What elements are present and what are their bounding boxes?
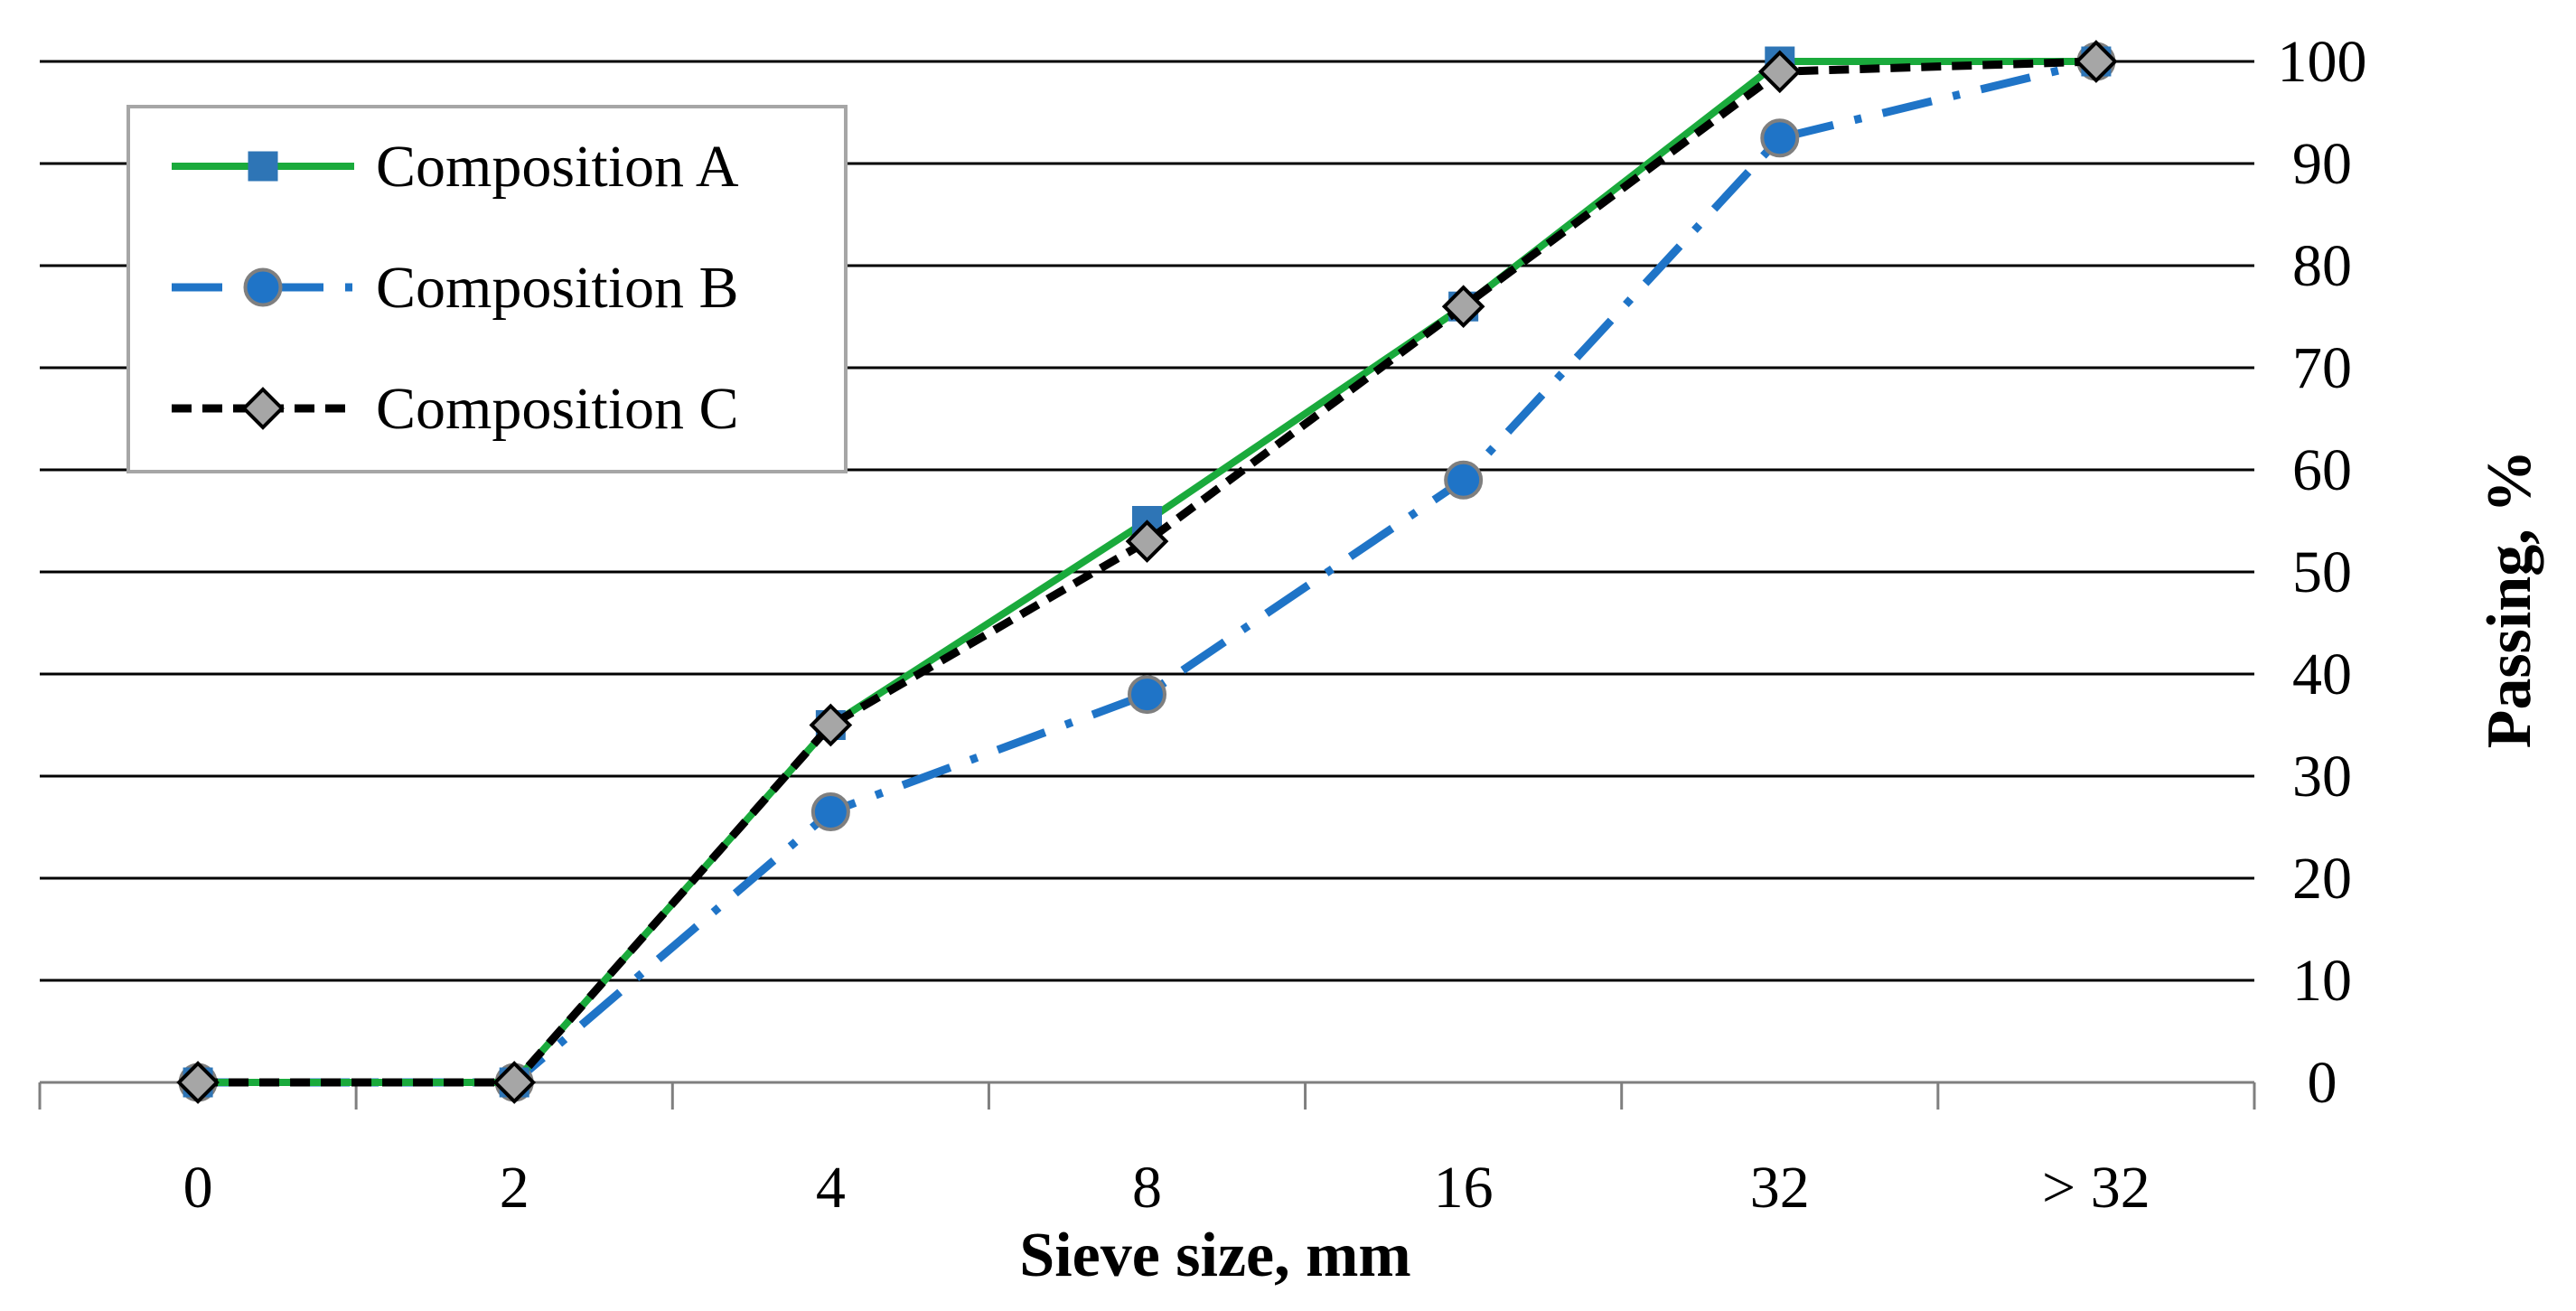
series-composition-c: [176, 40, 2118, 1104]
diamond-marker: [2075, 40, 2118, 83]
y-tick-label: 90: [2292, 131, 2352, 197]
y-tick-label: 60: [2292, 437, 2352, 503]
diamond-marker: [492, 1061, 537, 1104]
x-tick-label: 4: [816, 1155, 846, 1221]
y-tick-label: 40: [2292, 641, 2352, 707]
diamond-marker: [1441, 285, 1485, 329]
diamond-marker: [176, 1061, 220, 1104]
y-tick-label: 70: [2292, 335, 2352, 401]
y-tick-label: 0: [2308, 1050, 2337, 1116]
circle-marker: [810, 792, 850, 832]
legend-item: Composition B: [172, 255, 739, 321]
legend-label: Composition A: [376, 134, 739, 200]
x-axis: 0 2 4 8 16 32 > 32: [38, 1081, 2256, 1221]
circle-marker: [243, 267, 283, 307]
diamond-marker: [809, 703, 853, 747]
y-tick-label: 10: [2292, 948, 2352, 1014]
x-tick-label: 32: [1750, 1155, 1810, 1221]
x-tick-label: 8: [1132, 1155, 1162, 1221]
circle-marker: [1444, 460, 1484, 500]
x-tick-label: 2: [500, 1155, 529, 1221]
legend-label: Composition B: [376, 255, 739, 321]
legend-label: Composition C: [376, 376, 739, 442]
series-layer: [176, 40, 2118, 1104]
legend-item: Composition C: [172, 376, 739, 442]
diamond-marker: [241, 387, 285, 430]
square-marker: [248, 151, 278, 182]
x-tick-label: 0: [183, 1155, 213, 1221]
legend: Composition A Composition B Composition C: [126, 105, 848, 473]
y-tick-labels: 0 10 20 30 40 50 60 70 80 90 100: [2278, 29, 2367, 1116]
circle-marker: [1128, 675, 1166, 715]
y-tick-label: 100: [2278, 29, 2367, 95]
diamond-marker: [1125, 520, 1169, 563]
diamond-marker: [1757, 50, 1802, 94]
y-tick-label: 50: [2292, 539, 2352, 605]
y-axis-title: Passing, %: [2475, 450, 2544, 749]
x-tick-label: > 32: [2042, 1155, 2150, 1221]
y-tick-label: 80: [2292, 233, 2352, 299]
legend-item: Composition A: [172, 134, 739, 200]
y-tick-label: 30: [2292, 744, 2352, 810]
y-tick-label: 20: [2292, 846, 2352, 912]
circle-marker: [1760, 118, 1800, 158]
x-tick-label: 16: [1434, 1155, 1494, 1221]
x-axis-title: Sieve size, mm: [1019, 1221, 1410, 1290]
